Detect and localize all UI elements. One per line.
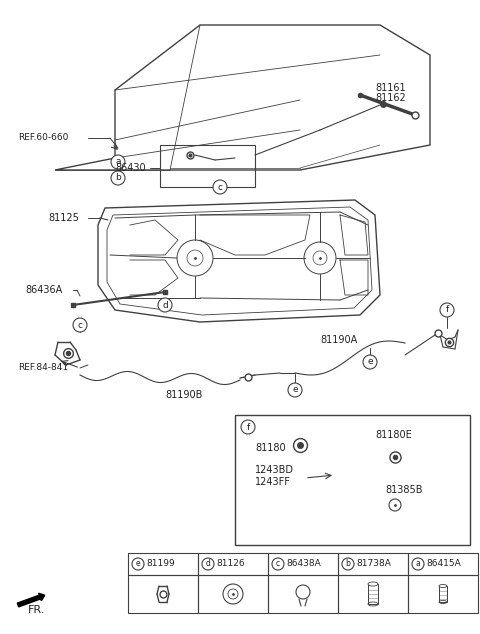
Ellipse shape — [368, 582, 378, 586]
Text: 81180: 81180 — [255, 443, 286, 453]
Text: c: c — [77, 321, 83, 330]
Text: 81738A: 81738A — [356, 559, 391, 569]
Text: f: f — [445, 306, 449, 314]
Bar — [439, 586, 447, 602]
Text: a: a — [115, 157, 121, 167]
Bar — [268, 575, 338, 613]
Circle shape — [440, 303, 454, 317]
Text: a: a — [416, 559, 420, 569]
Text: 81199: 81199 — [146, 559, 175, 569]
Text: 81180E: 81180E — [375, 430, 412, 440]
Bar — [198, 575, 268, 613]
Text: 86430: 86430 — [115, 163, 145, 173]
Circle shape — [111, 171, 125, 185]
Circle shape — [111, 155, 125, 169]
Text: c: c — [217, 183, 223, 191]
Bar — [160, 145, 255, 187]
Circle shape — [272, 558, 284, 570]
FancyArrow shape — [17, 593, 45, 607]
Text: 86438A: 86438A — [286, 559, 321, 569]
Bar — [198, 553, 268, 575]
Text: d: d — [205, 559, 210, 569]
Circle shape — [241, 420, 255, 434]
Text: c: c — [276, 559, 280, 569]
Text: e: e — [367, 358, 373, 366]
Circle shape — [412, 558, 424, 570]
Bar — [338, 575, 408, 613]
Text: 1243FF: 1243FF — [255, 477, 291, 487]
Bar — [408, 553, 478, 575]
Text: b: b — [115, 174, 121, 183]
Bar — [338, 553, 408, 575]
Text: e: e — [292, 385, 298, 394]
Text: 81161: 81161 — [375, 83, 406, 93]
Text: REF.84-841: REF.84-841 — [18, 363, 68, 373]
Text: 81385B: 81385B — [385, 485, 422, 495]
Text: 81190A: 81190A — [320, 335, 357, 345]
Circle shape — [158, 298, 172, 312]
Bar — [268, 553, 338, 575]
Bar — [408, 575, 478, 613]
Text: 1243BD: 1243BD — [255, 465, 294, 475]
Circle shape — [202, 558, 214, 570]
Text: 81190B: 81190B — [165, 390, 203, 400]
Text: 81162: 81162 — [375, 93, 406, 103]
Circle shape — [132, 558, 144, 570]
Bar — [368, 584, 378, 604]
Ellipse shape — [439, 585, 447, 588]
Text: 81125: 81125 — [48, 213, 79, 223]
Text: f: f — [246, 422, 250, 432]
Text: b: b — [346, 559, 350, 569]
Circle shape — [288, 383, 302, 397]
Text: d: d — [162, 301, 168, 309]
Text: 86415A: 86415A — [426, 559, 461, 569]
Bar — [235, 415, 470, 545]
Circle shape — [73, 318, 87, 332]
Text: FR.: FR. — [28, 605, 46, 615]
Bar — [128, 553, 198, 575]
Text: 86436A: 86436A — [25, 285, 62, 295]
Circle shape — [213, 180, 227, 194]
Text: e: e — [136, 559, 140, 569]
Bar — [128, 575, 198, 613]
Text: 81126: 81126 — [216, 559, 245, 569]
Circle shape — [342, 558, 354, 570]
Text: REF.60-660: REF.60-660 — [18, 134, 68, 143]
Circle shape — [363, 355, 377, 369]
